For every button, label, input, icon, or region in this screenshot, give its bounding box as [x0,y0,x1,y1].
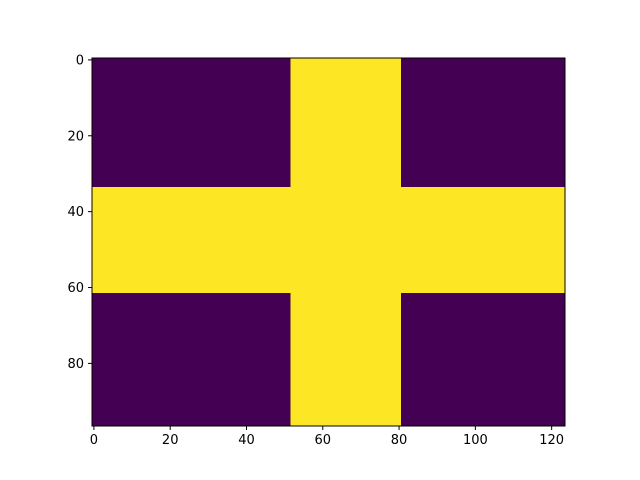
heatmap-region [294,293,401,426]
heatmap-edge-cell [290,65,295,70]
x-axis: 0 20 40 60 80 100 120 [90,426,564,448]
axes-frame [91,57,566,427]
heatmap-edge-cell [290,346,295,351]
x-tick-label: 80 [391,433,408,448]
x-tick-label: 40 [238,433,255,448]
heatmap-edge-cell [290,312,295,316]
heatmap-edge-cell [290,361,295,366]
y-tick-label: 0 [76,53,84,68]
heatmap-edge-cell [290,376,295,381]
heatmap-edge-cell [290,391,295,396]
heatmap-edge-cell [290,149,295,153]
y-tick-label: 60 [67,281,84,296]
heatmap-region [294,58,401,187]
x-tick-label: 100 [463,433,488,448]
y-tick-label: 20 [67,129,84,144]
y-tick-label: 80 [67,357,84,372]
x-tick-label: 120 [539,433,564,448]
y-tick-label: 40 [67,205,84,220]
heatmap-edge-cell [290,331,295,335]
x-tick-label: 0 [90,433,98,448]
x-tick-label: 20 [162,433,179,448]
x-tick-label: 60 [315,433,332,448]
y-axis: 0 20 40 60 80 [67,53,92,372]
plot-area [92,58,565,426]
heatmap-edge-cell [290,403,295,408]
